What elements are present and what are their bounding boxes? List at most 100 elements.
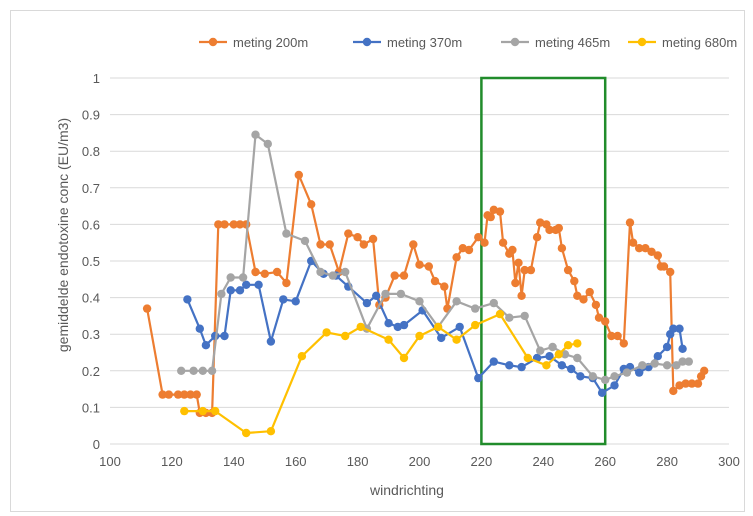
- data-point: [297, 352, 307, 361]
- data-point: [684, 357, 693, 366]
- data-point: [180, 390, 189, 399]
- data-point: [217, 289, 226, 299]
- chart-frame: 100 120 140 160 180 200 220 240 260 280 300 0 0.1 0.…: [10, 10, 745, 512]
- data-point: [511, 278, 520, 288]
- data-point: [560, 350, 570, 359]
- data-point: [430, 276, 440, 286]
- y-axis-label: gemiddelde endotoxine conc (EU/m3): [55, 118, 71, 352]
- data-point: [610, 372, 619, 381]
- data-point: [554, 223, 563, 233]
- data-point: [282, 278, 291, 288]
- data-point: [433, 322, 443, 332]
- data-point: [300, 236, 310, 246]
- data-point: [678, 344, 687, 353]
- data-point: [517, 362, 526, 372]
- data-point: [211, 406, 220, 416]
- x-tick-label: 260: [594, 454, 616, 469]
- data-point: [635, 368, 644, 377]
- data-point: [471, 304, 480, 313]
- data-point: [251, 267, 260, 277]
- data-point: [307, 200, 316, 209]
- legend-marker: [208, 37, 218, 47]
- data-point: [183, 295, 192, 304]
- data-point: [415, 297, 424, 306]
- data-point: [291, 297, 300, 306]
- data-point: [662, 361, 672, 370]
- data-point: [260, 269, 269, 278]
- data-point: [653, 251, 662, 260]
- y-tick-label: 1: [93, 71, 100, 86]
- x-tick-label: 280: [656, 454, 678, 469]
- data-point: [452, 253, 461, 262]
- data-point: [452, 335, 461, 344]
- series-line: [184, 313, 578, 435]
- data-point: [356, 322, 365, 332]
- data-point: [594, 313, 604, 322]
- data-point: [532, 233, 542, 242]
- x-tick-label: 200: [409, 454, 431, 469]
- data-point: [158, 390, 167, 399]
- data-point: [567, 364, 576, 374]
- data-point: [635, 244, 644, 253]
- data-point: [480, 238, 489, 247]
- data-point: [601, 317, 610, 326]
- data-point: [557, 361, 567, 370]
- data-point: [399, 320, 409, 330]
- data-point: [505, 313, 514, 322]
- y-tick-label: 0.6: [82, 217, 100, 232]
- data-point: [474, 373, 483, 383]
- data-point: [669, 386, 678, 396]
- y-tick-label: 0.4: [82, 291, 100, 306]
- series-0: [142, 170, 709, 418]
- data-point: [384, 335, 393, 344]
- series-2: [177, 130, 693, 385]
- data-point: [573, 339, 582, 348]
- data-point: [591, 300, 601, 310]
- data-point: [424, 262, 433, 271]
- data-point: [226, 273, 235, 282]
- y-tick-label: 0.5: [82, 254, 100, 269]
- data-point: [214, 220, 223, 229]
- y-tick-label: 0: [93, 437, 100, 452]
- data-point: [409, 240, 418, 249]
- data-point: [672, 361, 681, 370]
- data-point: [399, 271, 409, 280]
- data-point: [316, 240, 325, 249]
- data-point: [207, 366, 217, 375]
- data-point: [198, 366, 207, 375]
- x-tick-label: 300: [718, 454, 740, 469]
- data-point: [294, 170, 303, 180]
- data-point: [700, 366, 709, 375]
- data-point: [542, 361, 551, 370]
- data-point: [622, 368, 632, 377]
- data-point: [177, 366, 186, 375]
- y-tick-label: 0.7: [82, 181, 100, 196]
- data-point: [638, 361, 647, 370]
- data-point: [563, 265, 573, 275]
- data-point: [235, 286, 245, 295]
- data-point: [279, 295, 288, 304]
- data-point: [325, 240, 334, 249]
- y-tick-label: 0.1: [82, 400, 100, 415]
- data-point: [390, 271, 399, 280]
- data-point: [619, 339, 628, 348]
- data-point: [474, 233, 483, 242]
- x-tick-label: 180: [347, 454, 369, 469]
- data-point: [384, 319, 393, 328]
- data-point: [437, 333, 446, 343]
- series-layer: [142, 130, 709, 438]
- data-point: [266, 427, 276, 436]
- data-point: [563, 341, 573, 350]
- data-point: [526, 265, 536, 275]
- highlight-box: [480, 76, 607, 446]
- data-point: [220, 220, 229, 229]
- data-point: [669, 324, 678, 333]
- data-point: [238, 273, 248, 282]
- data-point: [235, 220, 245, 229]
- data-point: [520, 265, 529, 275]
- data-point: [545, 225, 554, 235]
- legend-label: meting 200m: [233, 35, 308, 50]
- data-point: [486, 212, 495, 222]
- data-point: [554, 350, 563, 359]
- data-point: [396, 289, 406, 299]
